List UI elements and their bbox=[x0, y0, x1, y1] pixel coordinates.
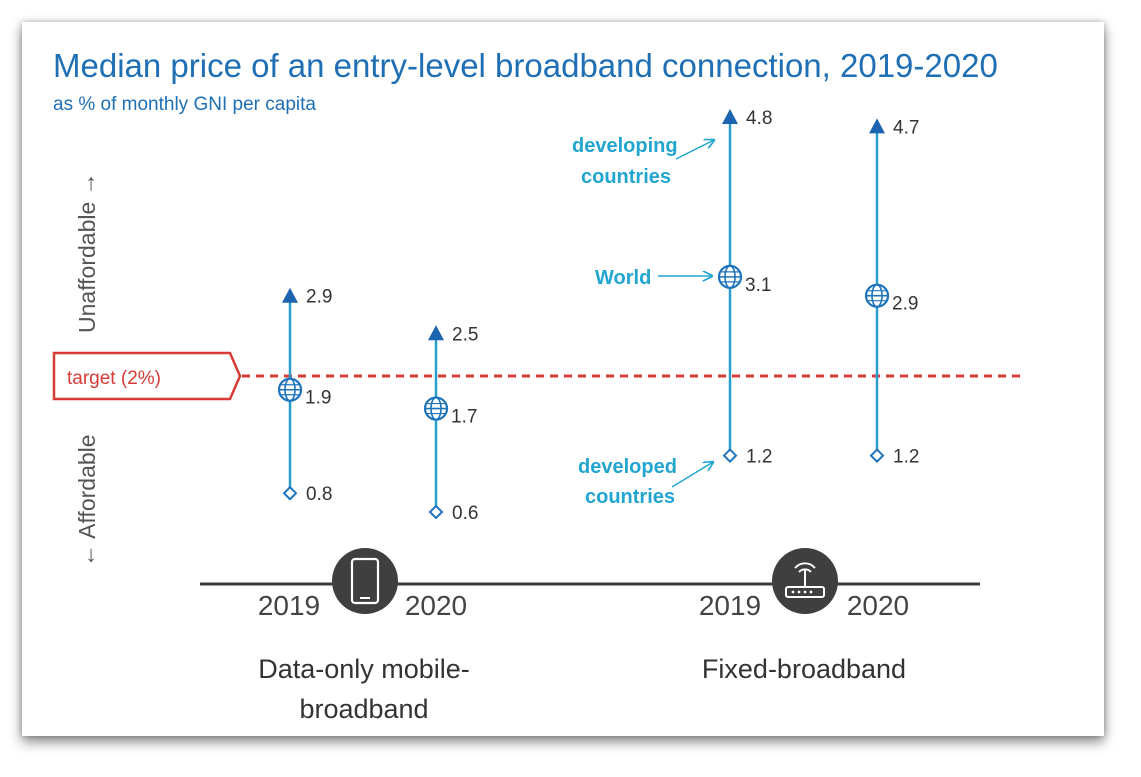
value-label-developing-mobile-2020: 2.5 bbox=[452, 324, 478, 345]
developing-marker-fixed-2020 bbox=[869, 118, 885, 134]
annotation-developed-line2: countries bbox=[585, 486, 675, 508]
unaffordable-label: Unaffordable → bbox=[74, 172, 100, 333]
developed-marker-fixed-2020 bbox=[869, 448, 885, 463]
value-label-developed-mobile-2019: 0.8 bbox=[306, 484, 332, 505]
annotation-developed-line1: developed bbox=[578, 456, 677, 478]
annotation-world: World bbox=[595, 267, 651, 289]
chart-subtitle: as % of monthly GNI per capita bbox=[53, 94, 316, 115]
developed-marker-mobile-2020 bbox=[428, 504, 444, 520]
target-marker: target (2%) bbox=[52, 351, 1026, 401]
developing-marker-fixed-2019 bbox=[722, 109, 738, 124]
category-fixed: Fixed-broadband bbox=[702, 654, 906, 684]
annotations: developing countries World developed cou… bbox=[572, 135, 714, 508]
mobile-phone-icon bbox=[332, 548, 398, 614]
annotation-developing-arrow bbox=[675, 140, 714, 160]
annotation-developing-line2: countries bbox=[581, 166, 671, 188]
value-label-world-fixed-2020: 2.9 bbox=[892, 294, 918, 315]
value-label-world-mobile-2019: 1.9 bbox=[305, 388, 331, 409]
annotation-developing-line1: developing bbox=[572, 135, 678, 157]
value-label-world-mobile-2020: 1.7 bbox=[451, 407, 477, 428]
developed-marker-mobile-2019 bbox=[282, 485, 298, 501]
year-mobile-2019: 2019 bbox=[258, 590, 320, 621]
value-label-world-fixed-2019: 3.1 bbox=[745, 275, 771, 296]
value-label-developing-fixed-2019: 4.8 bbox=[746, 108, 772, 129]
value-label-developing-fixed-2020: 4.7 bbox=[893, 117, 919, 138]
annotation-developed-arrow bbox=[671, 462, 713, 488]
value-label-developed-fixed-2020: 1.2 bbox=[893, 447, 919, 468]
value-label-developed-mobile-2020: 0.6 bbox=[452, 503, 478, 524]
category-mobile-line2: broadband bbox=[299, 694, 428, 724]
year-fixed-2019: 2019 bbox=[699, 590, 761, 621]
value-label-developed-fixed-2019: 1.2 bbox=[746, 447, 772, 468]
affordable-label: ← Affordable bbox=[74, 434, 100, 567]
target-label: target (2%) bbox=[67, 368, 161, 389]
chart-card: Median price of an entry-level broadband… bbox=[22, 22, 1104, 736]
year-fixed-2020: 2020 bbox=[847, 590, 909, 621]
chart-title: Median price of an entry-level broadband… bbox=[53, 47, 998, 84]
developing-marker-mobile-2019 bbox=[282, 287, 298, 303]
chart: Median price of an entry-level broadband… bbox=[52, 47, 1026, 724]
developing-marker-mobile-2020 bbox=[428, 325, 444, 341]
category-mobile-line1: Data-only mobile- bbox=[258, 654, 470, 684]
year-mobile-2020: 2020 bbox=[405, 590, 467, 621]
developed-marker-fixed-2019 bbox=[722, 448, 738, 463]
value-label-developing-mobile-2019: 2.9 bbox=[306, 287, 332, 308]
wifi-router-icon bbox=[772, 548, 838, 614]
